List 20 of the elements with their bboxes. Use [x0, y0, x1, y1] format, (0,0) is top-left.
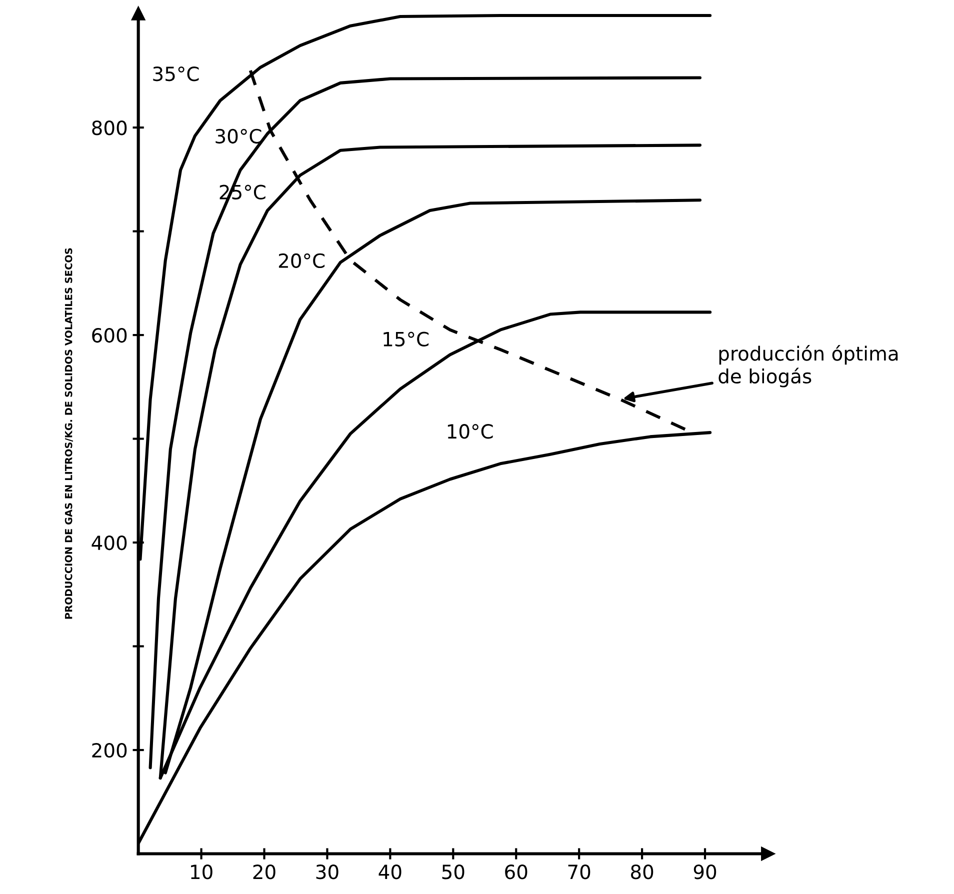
x-tick-label: 90 — [694, 864, 716, 880]
series-label: 35°C — [153, 66, 199, 82]
series-label: 30°C — [216, 128, 262, 144]
y-tick-label: 400 — [92, 535, 127, 550]
series-label: 20°C — [278, 253, 325, 268]
x-tick-label: 50 — [442, 864, 464, 880]
series-label: 10°C — [448, 424, 493, 439]
y-tick-label: 600 — [92, 328, 127, 343]
series-label: 15°C — [384, 332, 429, 346]
x-tick-label: 20 — [253, 864, 276, 880]
x-tick-label: 30 — [316, 864, 338, 880]
annotation: producción óptima de biogás — [718, 345, 898, 388]
y-tick-label: 800 — [92, 120, 127, 136]
x-tick-label: 70 — [568, 864, 590, 880]
y-axis-title: PRODUCCION DE GAS EN LITROS/KG. DE SOLIDOS VOLATILES SECOS — [64, 248, 74, 619]
x-tick-label: 60 — [505, 864, 528, 880]
y-tick-label: 200 — [92, 742, 127, 758]
x-tick-label: 80 — [630, 864, 654, 880]
x-tick-label: 10 — [191, 864, 212, 880]
x-tick-label: 40 — [378, 864, 402, 880]
